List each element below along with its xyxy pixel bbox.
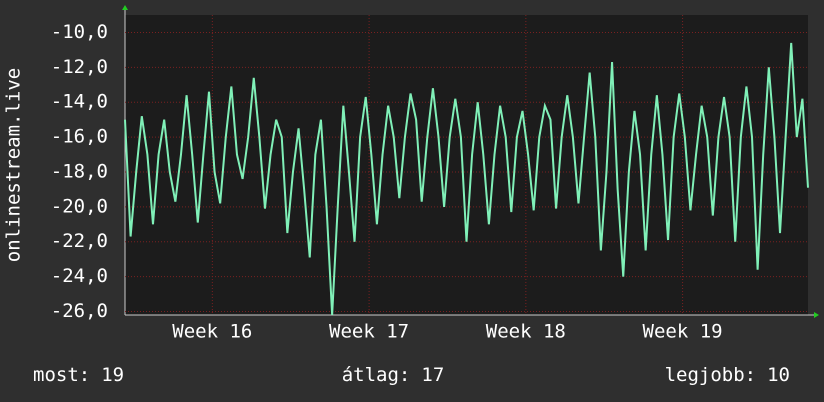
y-tick-label: -20,0	[51, 195, 108, 217]
x-tick-label: Week 18	[486, 321, 566, 343]
x-tick-label: Week 19	[643, 321, 723, 343]
y-tick-label: -26,0	[51, 300, 108, 322]
stat-value: 19	[101, 364, 124, 386]
y-tick-label: -10,0	[51, 21, 108, 43]
x-tick-label: Week 17	[329, 321, 409, 343]
y-tick-label: -24,0	[51, 265, 108, 287]
stat: legjobb: 10	[665, 364, 790, 386]
stat-label: most:	[33, 364, 90, 386]
y-arrow	[122, 5, 128, 10]
stat-value: 17	[421, 364, 444, 386]
stat: most: 19	[33, 364, 124, 386]
y-tick-label: -18,0	[51, 160, 108, 182]
data-line	[124, 42, 809, 316]
y-tick-label: -12,0	[51, 56, 108, 78]
y-axis-label: onlinestream.live	[3, 68, 25, 262]
stat: átlag: 17	[342, 364, 445, 386]
stat-label: átlag:	[342, 364, 411, 386]
x-arrow	[814, 312, 819, 318]
y-tick-label: -16,0	[51, 126, 108, 148]
y-tick-label: -22,0	[51, 230, 108, 252]
stat-value: 10	[767, 364, 790, 386]
y-tick-label: -14,0	[51, 91, 108, 113]
x-tick-label: Week 16	[172, 321, 252, 343]
stat-label: legjobb:	[665, 364, 757, 386]
plot-area	[125, 15, 808, 315]
